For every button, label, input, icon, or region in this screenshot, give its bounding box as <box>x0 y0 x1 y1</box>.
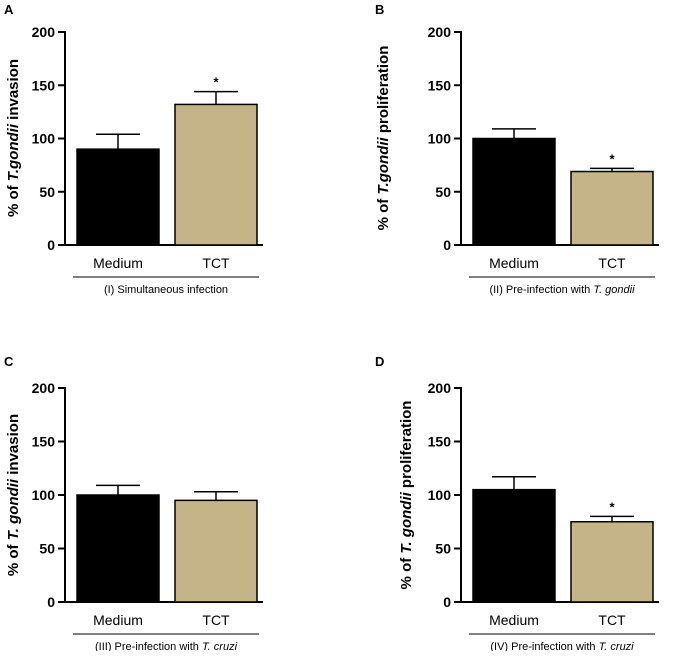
x-tick-label-tct: TCT <box>598 255 626 271</box>
x-tick-label-medium: Medium <box>489 255 539 271</box>
bar-medium <box>76 148 160 246</box>
y-tick-label: 150 <box>32 434 56 450</box>
y-tick-label: 0 <box>443 594 451 610</box>
y-tick-label: 0 <box>47 237 55 253</box>
x-tick-label-tct: TCT <box>598 612 626 628</box>
condition-label: (III) Pre-infection with T. cruzi <box>95 641 238 651</box>
condition-label: (I) Simultaneous infection <box>104 284 228 296</box>
bar-tct <box>570 521 654 603</box>
y-tick-label: 150 <box>428 77 452 93</box>
y-tick-label: 100 <box>32 487 56 503</box>
condition-label: (II) Pre-infection with T. gondii <box>489 284 635 296</box>
bar-tct <box>174 499 258 603</box>
y-axis-label: % of T. gondii invasion <box>5 414 22 576</box>
y-tick-label: 150 <box>428 434 452 450</box>
condition-label: (IV) Pre-infection with T. cruzi <box>490 641 634 651</box>
panel-b: B % of T.gondii proliferation 0 50 100 1… <box>375 2 659 296</box>
panel-c: C % of T. gondii invasion 0 50 100 150 2… <box>4 354 263 653</box>
y-tick-label: 150 <box>32 77 56 93</box>
significance-marker: * <box>609 499 615 514</box>
bar-tct <box>570 170 654 246</box>
panel-a: A % of T.gondii invasion 0 50 100 150 20… <box>4 2 263 296</box>
x-tick-label-medium: Medium <box>489 612 539 628</box>
panel-label: D <box>375 354 384 369</box>
plot-area: 0 50 100 150 200 * Medium TCT (IV) Pre-i… <box>428 380 659 653</box>
y-tick-label: 200 <box>32 380 56 396</box>
panel-label: C <box>4 354 14 369</box>
y-tick-label: 50 <box>435 184 451 200</box>
y-tick-label: 0 <box>443 237 451 253</box>
y-axis-label: % of T.gondii proliferation <box>375 46 392 231</box>
y-tick-label: 100 <box>428 131 452 147</box>
y-tick-label: 200 <box>428 24 452 40</box>
x-tick-label-medium: Medium <box>93 255 143 271</box>
bar-medium <box>472 488 556 603</box>
x-tick-label-medium: Medium <box>93 612 143 628</box>
y-axis-label: % of T.gondii invasion <box>5 59 22 217</box>
panel-label: A <box>4 2 14 17</box>
bar-medium <box>76 494 160 603</box>
plot-area: 0 50 100 150 200 * Medium TCT (I) Simult… <box>32 24 263 296</box>
bar-tct <box>174 103 258 246</box>
significance-marker: * <box>213 75 219 90</box>
y-tick-label: 50 <box>39 541 55 557</box>
plot-area: 0 50 100 150 200 Medium TCT (III) Pre-in… <box>32 380 263 653</box>
x-tick-label-tct: TCT <box>202 612 230 628</box>
plot-area: 0 50 100 150 200 * Medium TCT (II) Pre-i… <box>428 24 659 296</box>
y-tick-label: 200 <box>32 24 56 40</box>
significance-marker: * <box>609 151 615 166</box>
bar-medium <box>472 137 556 246</box>
y-tick-label: 200 <box>428 380 452 396</box>
y-axis-label: % of T. gondii proliferation <box>398 401 415 590</box>
panel-d: D % of T. gondii proliferation 0 50 100 … <box>375 354 659 653</box>
y-tick-label: 0 <box>47 594 55 610</box>
y-tick-label: 50 <box>39 184 55 200</box>
x-tick-label-tct: TCT <box>202 255 230 271</box>
y-tick-label: 50 <box>435 541 451 557</box>
y-tick-label: 100 <box>428 487 452 503</box>
y-tick-label: 100 <box>32 131 56 147</box>
panel-label: B <box>375 2 384 17</box>
